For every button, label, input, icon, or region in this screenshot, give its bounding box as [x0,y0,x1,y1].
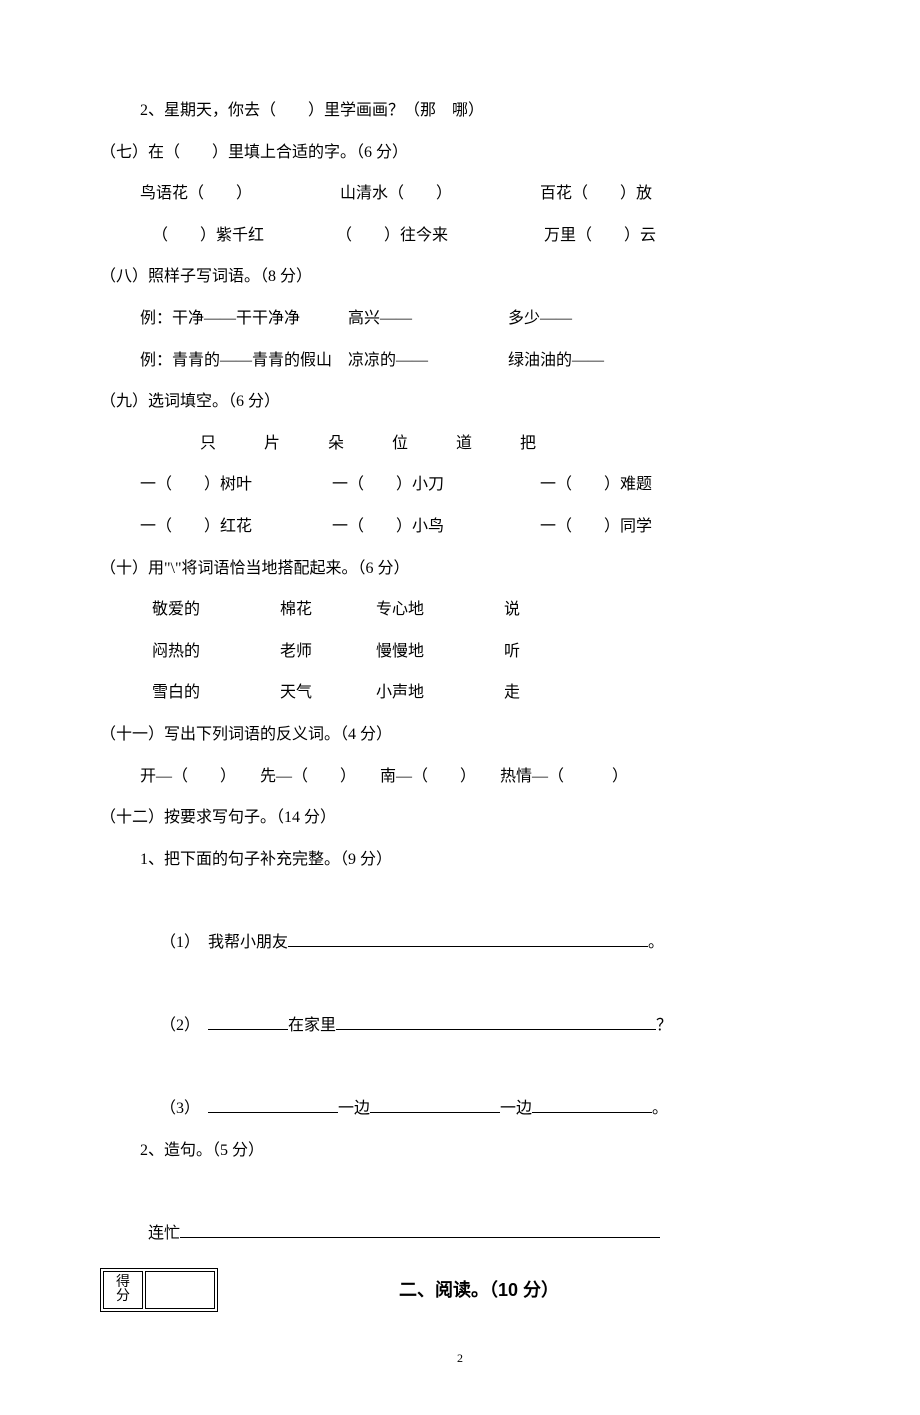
blank-line [208,1112,338,1113]
q12-1-suffix: 。 [648,934,664,951]
blank-line [370,1112,500,1113]
q12-3-suffix: 。 [652,1100,668,1117]
q12-2-mid: 在家里 [288,1017,336,1034]
section2-title: 二、阅读。（10 分） [399,1280,559,1300]
q12-2-prefix: （2） [160,1017,208,1034]
q8-row2: 例：青青的——青青的假山 凉凉的—— 绿油油的—— [100,340,820,382]
q9-header: （九）选词填空。（6 分） [100,381,820,423]
q11-row1: 开—（ ） 先—（ ） 南—（ ） 热情—（ ） [100,756,820,798]
q12-2-suffix: ？ [656,1017,672,1034]
q9-row1: 一（ ）树叶 一（ ）小刀 一（ ）难题 [100,464,820,506]
q12-3-mid2: 一边 [500,1100,532,1117]
q8-row1: 例：干净——干干净净 高兴—— 多少—— [100,298,820,340]
score-label: 得分 [103,1271,143,1309]
q9-words: 只 片 朵 位 道 把 [100,423,820,465]
q12-1-prefix: （1） 我帮小朋友 [160,934,288,951]
blank-line [180,1237,660,1238]
q6-line2: 2、星期天，你去（ ）里学画画？（那 哪） [100,90,820,132]
q12-header: （十二）按要求写句子。（14 分） [100,797,820,839]
q12-item2: （2） 在家里 ？ [100,963,820,1046]
blank-line [336,1029,656,1030]
q10-row3: 雪白的 天气 小声地 走 [100,672,820,714]
q12-item3: （3） 一边 一边 。 [100,1047,820,1130]
q7-header: （七）在（ ）里填上合适的字。（6 分） [100,132,820,174]
blank-line [208,1029,288,1030]
q7-row1: 鸟语花（ ） 山清水（ ） 百花（ ）放 [100,173,820,215]
q12-make: 连忙 [100,1171,820,1254]
q12-3-mid1: 一边 [338,1100,370,1117]
q7-row2: （ ）紫千红 （ ）往今来 万里（ ）云 [100,215,820,257]
q12-sub2: 2、造句。（5 分） [100,1130,820,1172]
blank-line [532,1112,652,1113]
score-value [145,1271,215,1309]
q12-sub1: 1、把下面的句子补充完整。（9 分） [100,839,820,881]
q11-header: （十一）写出下列词语的反义词。（4 分） [100,714,820,756]
q12-item1: （1） 我帮小朋友 。 [100,880,820,963]
page-number: 2 [100,1343,820,1374]
q9-row2: 一（ ）红花 一（ ）小鸟 一（ ）同学 [100,506,820,548]
q12-make-prefix: 连忙 [148,1225,180,1242]
q10-row2: 闷热的 老师 慢慢地 听 [100,631,820,673]
blank-line [288,946,648,947]
q10-row1: 敬爱的 棉花 专心地 说 [100,589,820,631]
q12-3-prefix: （3） [160,1100,208,1117]
q10-header: （十）用"\"将词语恰当地搭配起来。（6 分） [100,548,820,590]
score-box: 得分 [100,1268,218,1312]
section2-row: 得分 二、阅读。（10 分） [100,1267,820,1314]
q8-header: （八）照样子写词语。（8 分） [100,256,820,298]
